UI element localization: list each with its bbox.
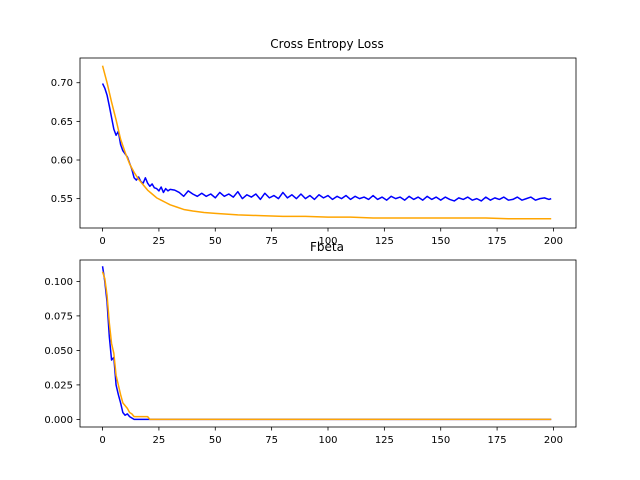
- loss-y-tick-label: 0.55: [51, 194, 73, 205]
- loss-x-tick-label: 200: [544, 236, 563, 247]
- loss-chart-title: Cross Entropy Loss: [270, 37, 383, 51]
- fbeta-x-tick-label: 200: [544, 435, 563, 446]
- fbeta-x-tick-label: 100: [318, 435, 337, 446]
- fbeta-x-tick-label: 175: [488, 435, 507, 446]
- loss-x-tick-label: 50: [209, 236, 222, 247]
- loss-x-tick-label: 125: [375, 236, 394, 247]
- loss-x-tick-label: 100: [318, 236, 337, 247]
- fbeta-y-tick-label: 0.050: [44, 346, 73, 357]
- fbeta-x-tick-label: 0: [99, 435, 105, 446]
- loss-x-tick-label: 150: [431, 236, 450, 247]
- fbeta-y-tick-label: 0.100: [44, 277, 73, 288]
- fbeta-x-tick-label: 150: [431, 435, 450, 446]
- loss-x-tick-label: 0: [99, 236, 105, 247]
- fbeta-x-tick-label: 75: [265, 435, 278, 446]
- loss-y-tick-label: 0.65: [51, 117, 73, 128]
- fbeta-chart-title: Fbeta: [310, 240, 344, 254]
- fbeta-x-tick-label: 25: [153, 435, 166, 446]
- fbeta-y-tick-label: 0.000: [44, 415, 73, 426]
- fbeta-y-tick-label: 0.075: [44, 311, 73, 322]
- loss-y-tick-label: 0.60: [51, 156, 73, 167]
- loss-x-tick-label: 75: [265, 236, 278, 247]
- fbeta-x-tick-label: 125: [375, 435, 394, 446]
- loss-subplot: 0 25 50 75 100 125 150 175 200 0.55 0.60 0.65 0.70: [51, 57, 577, 247]
- loss-series-line-0: [101, 83, 552, 202]
- fbeta-series-line-1: [101, 271, 552, 421]
- loss-x-tick-label: 175: [488, 236, 507, 247]
- loss-series-line-1: [101, 65, 552, 220]
- loss-y-tick-label: 0.70: [51, 78, 73, 89]
- loss-x-tick-label: 25: [153, 236, 166, 247]
- fbeta-y-tick-label: 0.025: [44, 380, 73, 391]
- fbeta-subplot: 0 25 50 75 100 125 150 175 200 0.000 0.025 0.050 0.0…: [44, 259, 577, 446]
- fbeta-x-tick-label: 50: [209, 435, 222, 446]
